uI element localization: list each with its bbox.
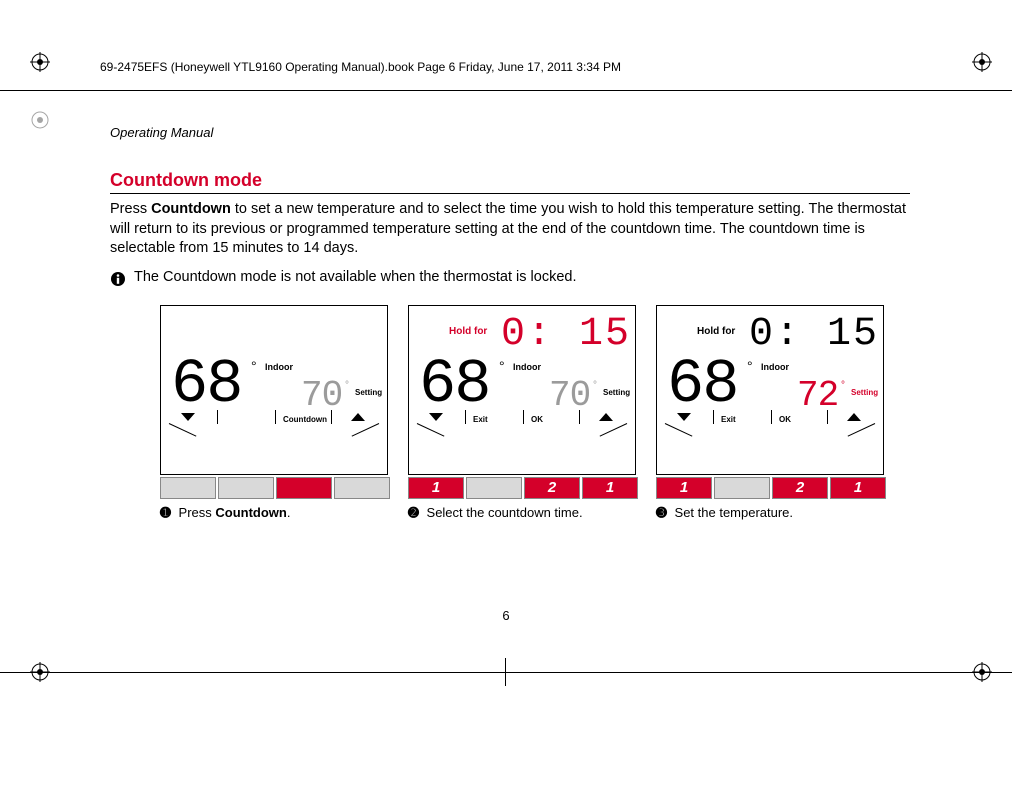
lcd-screen: Hold for0: 1568°Indoor70°SettingExitOK — [408, 305, 636, 475]
thermostat-button[interactable] — [218, 477, 274, 499]
thermostat-button[interactable]: 1 — [582, 477, 638, 499]
step-caption: ➋ Select the countdown time. — [408, 505, 638, 521]
page-number: 6 — [0, 608, 1012, 623]
thermostat-button[interactable]: 2 — [772, 477, 828, 499]
thermostat-panel: Hold for0: 1568°Indoor72°SettingExitOK12… — [656, 305, 886, 521]
degree-icon: ° — [251, 358, 257, 374]
indoor-label: Indoor — [513, 362, 541, 372]
down-arrow-icon — [677, 413, 691, 421]
softkey-label: Exit — [473, 415, 488, 424]
holdfor-label: Hold for — [697, 326, 735, 337]
degree-icon: ° — [499, 358, 505, 374]
button-row: 121 — [656, 477, 886, 499]
thermostat-button[interactable]: 1 — [656, 477, 712, 499]
button-row: 121 — [408, 477, 638, 499]
header-rule — [0, 90, 1012, 91]
thermostat-button[interactable]: 1 — [830, 477, 886, 499]
note: The Countdown mode is not available when… — [110, 269, 910, 287]
regmark-icon — [30, 52, 50, 72]
thermostat-button[interactable]: 2 — [524, 477, 580, 499]
running-head: Operating Manual — [110, 125, 910, 140]
up-arrow-icon — [599, 413, 613, 421]
softkey-row: Exit OK — [657, 406, 883, 424]
countdown-time: 0: 15 — [501, 312, 631, 357]
info-icon — [110, 271, 126, 287]
softkey-label: OK — [779, 415, 791, 424]
softkey-label: Countdown — [283, 415, 327, 424]
regmark-grey-icon — [30, 110, 50, 130]
thermostat-panel: Hold for0: 1568°Indoor70°SettingExitOK12… — [408, 305, 638, 521]
thermostat-panel: 68°Indoor70°SettingCountdown➊ Press Coun… — [160, 305, 390, 521]
lcd-screen: 68°Indoor70°SettingCountdown — [160, 305, 388, 475]
degree-icon: ° — [747, 358, 753, 374]
thermostat-button[interactable] — [334, 477, 390, 499]
section-title: Countdown mode — [110, 170, 910, 194]
degree-icon: ° — [593, 380, 597, 391]
print-header: 69-2475EFS (Honeywell YTL9160 Operating … — [100, 60, 952, 74]
thermostat-button[interactable] — [276, 477, 332, 499]
thermostat-button[interactable] — [714, 477, 770, 499]
indoor-label: Indoor — [761, 362, 789, 372]
degree-icon: ° — [841, 380, 845, 391]
softkey-row: Exit OK — [409, 406, 635, 424]
regmark-icon — [972, 52, 992, 72]
note-text: The Countdown mode is not available when… — [134, 269, 577, 285]
softkey-label: Exit — [721, 415, 736, 424]
crop-rule-h — [0, 672, 1012, 673]
softkey-row: Countdown — [161, 406, 387, 424]
degree-icon: ° — [345, 380, 349, 391]
setting-label: Setting — [355, 388, 382, 397]
indoor-label: Indoor — [265, 362, 293, 372]
down-arrow-icon — [429, 413, 443, 421]
thermostat-button[interactable] — [466, 477, 522, 499]
setting-label: Setting — [603, 388, 630, 397]
page-content: Operating Manual Countdown mode Press Co… — [110, 125, 910, 521]
step-caption: ➊ Press Countdown. — [160, 505, 390, 521]
setting-label: Setting — [851, 388, 878, 397]
down-arrow-icon — [181, 413, 195, 421]
step-caption: ➌ Set the temperature. — [656, 505, 886, 521]
up-arrow-icon — [351, 413, 365, 421]
thermostat-button[interactable]: 1 — [408, 477, 464, 499]
crop-rule-v — [505, 658, 506, 686]
button-row — [160, 477, 390, 499]
holdfor-label: Hold for — [449, 326, 487, 337]
lcd-screen: Hold for0: 1568°Indoor72°SettingExitOK — [656, 305, 884, 475]
up-arrow-icon — [847, 413, 861, 421]
body-paragraph: Press Countdown to set a new temperature… — [110, 200, 910, 259]
countdown-time: 0: 15 — [749, 312, 879, 357]
softkey-label: OK — [531, 415, 543, 424]
thermostat-button[interactable] — [160, 477, 216, 499]
